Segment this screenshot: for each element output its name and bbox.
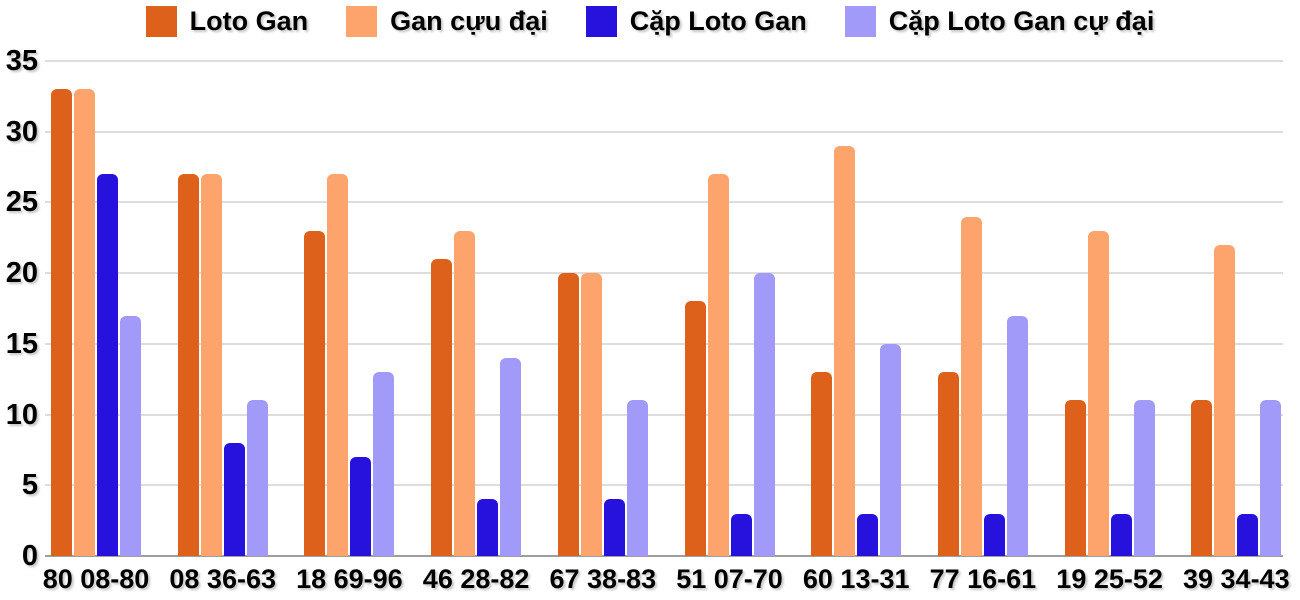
y-tick-label: 5 xyxy=(21,469,38,502)
bar-group-18-69-96 xyxy=(304,174,395,556)
y-tick-label: 0 xyxy=(21,540,38,572)
bar-group-67-38-83 xyxy=(557,273,648,556)
y-tick-label: 35 xyxy=(5,45,38,77)
chart-legend: Loto Gan Gan cựu đại Cặp Loto Gan Cặp Loto … xyxy=(0,6,1300,37)
x-tick-label: 51 07-70 xyxy=(676,564,783,594)
bar-cap-loto-gan[interactable] xyxy=(350,457,372,556)
y-tick-label: 30 xyxy=(5,115,38,148)
bar-cap-loto-gan[interactable] xyxy=(1110,514,1132,556)
legend-swatch-icon xyxy=(346,6,378,37)
bar-cap-loto-gan-cu-ai[interactable] xyxy=(246,400,268,556)
bar-group-39-34-43 xyxy=(1191,245,1282,556)
x-tick-label: 18 69-96 xyxy=(296,564,403,594)
bar-loto-gan[interactable] xyxy=(811,372,833,556)
legend-label: Cặp Loto Gan xyxy=(629,6,807,36)
bar-loto-gan[interactable] xyxy=(304,231,326,556)
bar-group-51-07-70 xyxy=(684,174,775,556)
y-tick-label: 15 xyxy=(5,327,38,360)
bar-group-46-28-82 xyxy=(431,231,522,556)
bar-cap-loto-gan-cu-ai[interactable] xyxy=(373,372,395,556)
bar-gan-cuu-ai[interactable] xyxy=(74,89,95,556)
legend-swatch-icon xyxy=(585,6,617,37)
bar-gan-cuu-ai[interactable] xyxy=(1087,231,1109,556)
bar-gan-cuu-ai[interactable] xyxy=(1214,245,1236,556)
bar-loto-gan[interactable] xyxy=(51,89,72,556)
bar-group-80-08-80 xyxy=(51,89,141,556)
bar-cap-loto-gan[interactable] xyxy=(97,174,118,556)
bar-cap-loto-gan[interactable] xyxy=(857,514,879,556)
gridline xyxy=(45,484,1283,487)
bar-gan-cuu-ai[interactable] xyxy=(200,174,222,556)
bar-gan-cuu-ai[interactable] xyxy=(834,146,856,556)
gridline xyxy=(45,130,1283,133)
gridline xyxy=(45,201,1283,204)
legend-label: Gan cựu đại xyxy=(390,6,548,36)
legend-item-loto-gan[interactable]: Loto Gan xyxy=(145,6,309,37)
bar-cap-loto-gan-cu-ai[interactable] xyxy=(880,344,902,556)
y-tick-label: 20 xyxy=(5,257,38,290)
legend-item-cap-loto-gan[interactable]: Cặp Loto Gan xyxy=(585,6,807,37)
bar-loto-gan[interactable] xyxy=(431,259,453,556)
legend-swatch-icon xyxy=(844,6,876,37)
x-tick-label: 60 13-31 xyxy=(802,564,910,594)
legend-item-cap-loto-gan-cu-ai[interactable]: Cặp Loto Gan cự đại xyxy=(844,6,1155,37)
legend-label: Loto Gan xyxy=(189,6,309,36)
legend-item-gan-cuu-ai[interactable]: Gan cựu đại xyxy=(346,6,548,37)
bar-loto-gan[interactable] xyxy=(937,372,959,556)
gridline xyxy=(45,272,1283,275)
bar-cap-loto-gan-cu-ai[interactable] xyxy=(626,400,648,556)
bar-group-08-36-63 xyxy=(177,174,268,556)
bar-cap-loto-gan[interactable] xyxy=(1237,514,1259,556)
x-tick-label: 67 38-83 xyxy=(549,564,657,594)
bar-cap-loto-gan[interactable] xyxy=(730,514,752,556)
bar-cap-loto-gan[interactable] xyxy=(223,443,245,556)
bar-gan-cuu-ai[interactable] xyxy=(454,231,476,556)
y-tick-label: 10 xyxy=(5,398,38,431)
bar-gan-cuu-ai[interactable] xyxy=(580,273,602,556)
bar-gan-cuu-ai[interactable] xyxy=(327,174,349,556)
bar-loto-gan[interactable] xyxy=(684,301,706,556)
bar-cap-loto-gan-cu-ai[interactable] xyxy=(1260,400,1282,556)
bar-cap-loto-gan[interactable] xyxy=(983,514,1005,556)
bar-loto-gan[interactable] xyxy=(1064,400,1086,556)
bar-cap-loto-gan[interactable] xyxy=(477,499,499,556)
bar-loto-gan[interactable] xyxy=(557,273,579,556)
bar-cap-loto-gan[interactable] xyxy=(603,499,625,556)
bar-cap-loto-gan-cu-ai[interactable] xyxy=(753,273,775,556)
x-tick-label: 19 25-52 xyxy=(1056,564,1163,594)
gridline xyxy=(45,60,1283,62)
bar-cap-loto-gan-cu-ai[interactable] xyxy=(120,316,141,556)
gridline xyxy=(45,413,1283,416)
x-axis-line xyxy=(45,555,1283,557)
gridline xyxy=(45,342,1283,345)
x-tick-label: 77 16-61 xyxy=(929,564,1037,594)
bar-group-77-16-61 xyxy=(937,217,1028,556)
bar-cap-loto-gan-cu-ai[interactable] xyxy=(500,358,522,556)
x-tick-label: 46 28-82 xyxy=(422,564,530,594)
bar-loto-gan[interactable] xyxy=(1191,400,1213,556)
legend-swatch-icon xyxy=(145,6,177,37)
bar-group-19-25-52 xyxy=(1064,231,1155,556)
bar-gan-cuu-ai[interactable] xyxy=(960,217,982,556)
bar-loto-gan[interactable] xyxy=(177,174,199,556)
x-tick-label: 08 36-63 xyxy=(169,564,276,594)
bar-cap-loto-gan-cu-ai[interactable] xyxy=(1133,400,1155,556)
legend-label: Cặp Loto Gan cự đại xyxy=(888,6,1155,36)
bar-group-60-13-31 xyxy=(811,146,902,556)
bar-cap-loto-gan-cu-ai[interactable] xyxy=(1006,316,1028,556)
x-tick-label: 39 34-43 xyxy=(1183,564,1290,594)
x-tick-label: 80 08-80 xyxy=(42,564,150,594)
y-tick-label: 25 xyxy=(5,186,38,219)
bar-gan-cuu-ai[interactable] xyxy=(707,174,729,556)
